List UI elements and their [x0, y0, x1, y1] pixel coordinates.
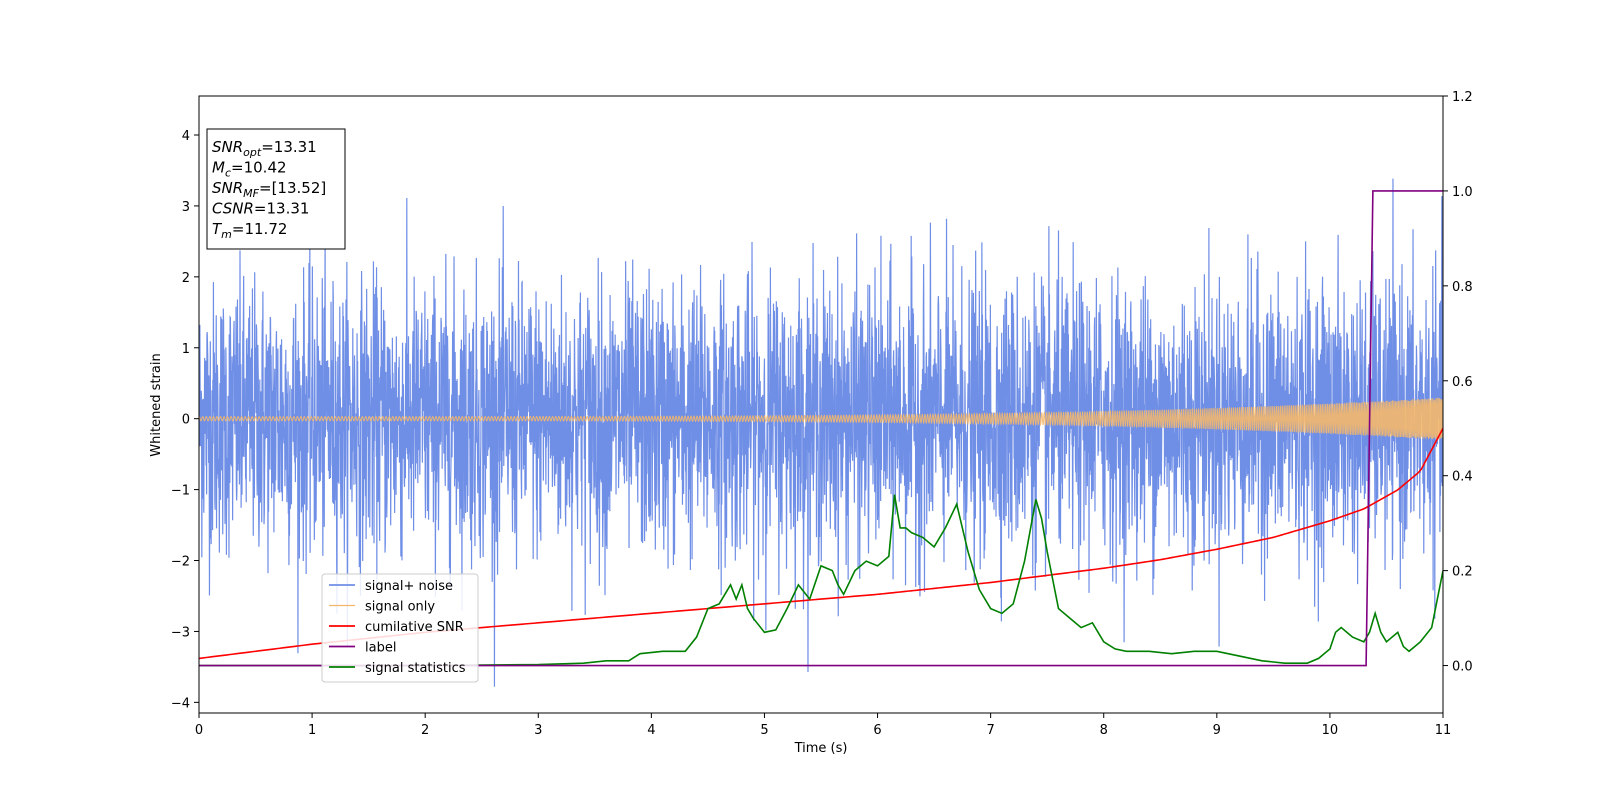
y-tick-label: 1	[182, 342, 190, 357]
x-axis-label: Time (s)	[794, 741, 848, 756]
y-axis-label: Whitened strain	[149, 353, 164, 456]
x-tick-label: 11	[1435, 723, 1452, 738]
x-tick-label: 8	[1100, 723, 1108, 738]
y2-tick-label: 0.8	[1452, 280, 1473, 295]
y-tick-label: 3	[182, 200, 190, 215]
x-tick-label: 5	[760, 723, 768, 738]
x-tick-label: 2	[421, 723, 429, 738]
legend-entry: signal+ noise	[365, 579, 453, 594]
y-tick-label: 2	[182, 271, 190, 286]
y-axis-right: 0.0 0.2 0.4 0.6 0.8 1.0 1.2	[1443, 90, 1473, 675]
series-label-line	[199, 190, 1443, 667]
annotation-line: CSNR=13.31	[212, 200, 309, 218]
annotation-line: SNRopt=13.31	[212, 138, 317, 159]
series-signal-noise-line	[199, 178, 1443, 687]
y2-tick-label: 0.4	[1452, 470, 1473, 485]
annotation-box: SNRopt=13.31Mc=10.42SNRMF=[13.52]CSNR=13…	[206, 128, 346, 250]
x-tick-label: 7	[986, 723, 994, 738]
legend: signal+ noise signal only cumilative SNR la…	[321, 573, 479, 683]
y-tick-label: −2	[171, 555, 190, 570]
x-axis: 0 1 2 3 4 5 6 7 8 9 10 11	[195, 713, 1451, 738]
legend-entry: label	[365, 641, 396, 656]
y2-tick-label: 0.6	[1452, 375, 1473, 390]
plot-frame	[198, 95, 1444, 714]
x-tick-label: 4	[647, 723, 655, 738]
y-tick-label: −4	[171, 696, 190, 711]
y-axis-left: −4 −3 −2 −1 0 1 2 3 4	[171, 129, 199, 711]
series-signal-statistics-line	[199, 494, 1443, 667]
annotation-frame	[206, 128, 346, 250]
legend-entry: cumilative SNR	[365, 620, 464, 635]
x-tick-label: 1	[308, 723, 316, 738]
x-tick-label: 3	[534, 723, 542, 738]
y-tick-label: 4	[182, 129, 190, 144]
y2-tick-label: 0.0	[1452, 660, 1473, 675]
y2-tick-label: 1.2	[1452, 90, 1473, 105]
annotation-line: Mc=10.42	[212, 159, 287, 180]
annotation-line: SNRMF=[13.52]	[212, 179, 326, 200]
legend-entry: signal statistics	[365, 661, 466, 676]
series-signal-only-line	[199, 397, 1443, 440]
y-tick-label: −3	[171, 625, 190, 640]
x-tick-label: 10	[1322, 723, 1339, 738]
x-tick-label: 6	[873, 723, 881, 738]
y2-tick-label: 0.2	[1452, 565, 1473, 580]
legend-entry: signal only	[365, 600, 435, 615]
y-tick-label: −1	[171, 484, 190, 499]
x-tick-label: 9	[1213, 723, 1221, 738]
y-tick-label: 0	[182, 413, 190, 428]
x-tick-label: 0	[195, 723, 203, 738]
y2-tick-label: 1.0	[1452, 185, 1473, 200]
annotation-line: Tm=11.72	[212, 220, 287, 241]
legend-frame	[321, 573, 479, 683]
